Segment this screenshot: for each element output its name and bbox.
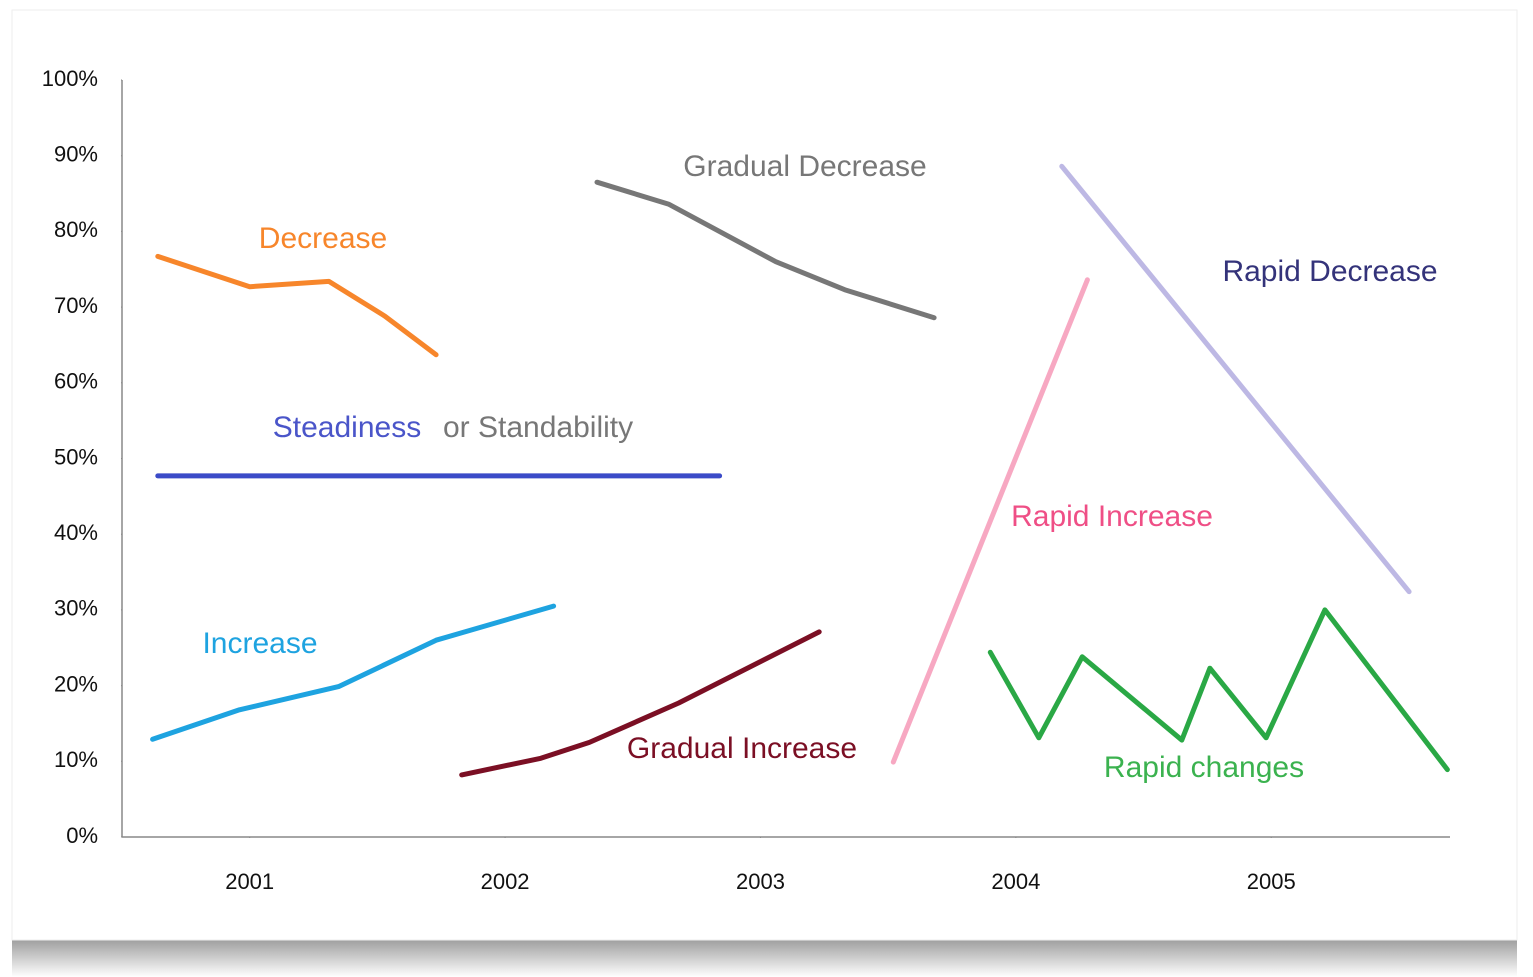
annotation: or Standability	[443, 411, 633, 444]
series-label: Rapid Decrease	[1222, 255, 1437, 288]
y-tick-label: 20%	[54, 671, 98, 696]
series-label: Steadiness	[273, 411, 421, 444]
card-shadow	[12, 938, 1517, 977]
series-label: Rapid changes	[1104, 751, 1304, 784]
y-tick-label: 100%	[42, 66, 98, 91]
y-tick-label: 50%	[54, 444, 98, 469]
x-tick-label: 2005	[1247, 869, 1296, 894]
x-tick-label: 2002	[481, 869, 530, 894]
x-tick-label: 2003	[736, 869, 785, 894]
series-line	[150, 603, 557, 742]
y-tick-label: 70%	[54, 293, 98, 318]
series-line	[890, 277, 1090, 765]
series-line	[594, 179, 937, 321]
series-line	[459, 629, 822, 778]
series-label: Decrease	[259, 222, 387, 255]
y-tick-label: 90%	[54, 142, 98, 167]
series-label: Rapid Increase	[1011, 500, 1213, 533]
y-tick-label: 40%	[54, 520, 98, 545]
y-tick-label: 0%	[66, 823, 98, 848]
y-tick-label: 60%	[54, 369, 98, 394]
series-label: Increase	[202, 627, 317, 660]
x-tick-label: 2001	[225, 869, 274, 894]
series-line	[987, 607, 1450, 773]
y-tick-label: 80%	[54, 217, 98, 242]
series-line	[1059, 163, 1412, 595]
x-tick-label: 2004	[991, 869, 1040, 894]
series-label: Gradual Increase	[627, 732, 857, 765]
y-tick-label: 30%	[54, 596, 98, 621]
y-tick-label: 10%	[54, 747, 98, 772]
series-line	[155, 253, 439, 358]
series-label: Gradual Decrease	[683, 150, 926, 183]
